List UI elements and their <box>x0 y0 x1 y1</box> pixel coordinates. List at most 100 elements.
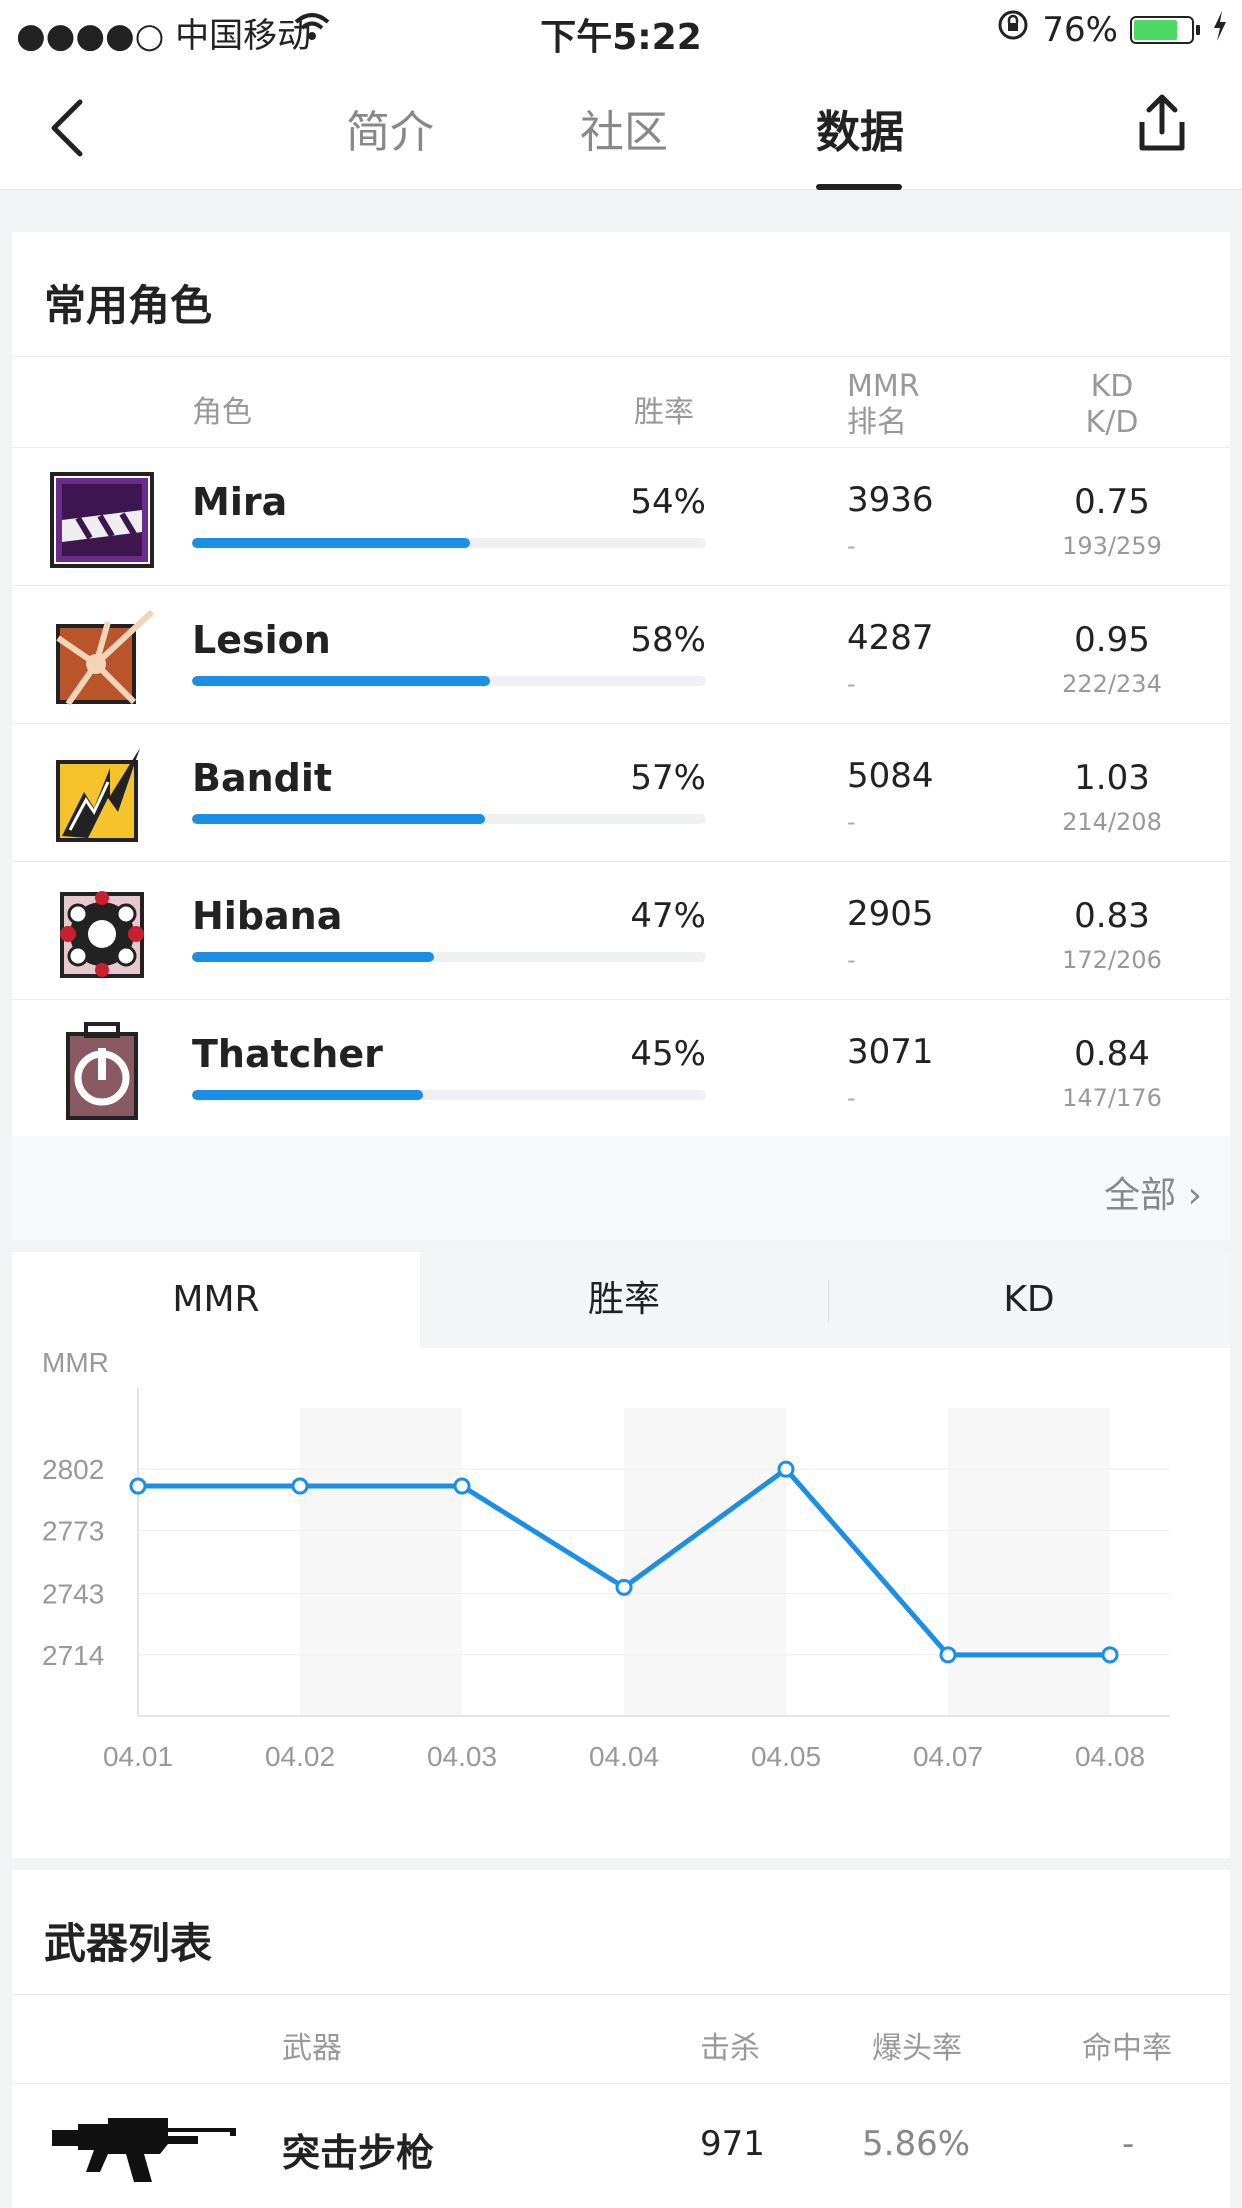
status-bar: ●●●●○ 中国移动 下午5:22 76% <box>0 0 1242 62</box>
chart-tab-winrate[interactable]: 胜率 <box>587 1279 660 1320</box>
chart-tab-mmr[interactable]: MMR <box>12 1252 420 1348</box>
role-kd-detail: 222/234 <box>1062 670 1162 698</box>
mmr-line-chart: 2802 2773 2743 2714 MMR 04.01 04.02 04.03 04.04 0… <box>42 1348 1170 1772</box>
y-tick-label: 2743 <box>42 1579 104 1610</box>
winrate-bar-fill <box>192 538 470 548</box>
role-mmr: 3936 <box>847 480 934 520</box>
chart-tabs: MMR 胜率 KD <box>12 1252 1230 1348</box>
winrate-bar <box>192 952 706 962</box>
header-accuracy: 命中率 <box>1082 2031 1172 2066</box>
weapons-card: 武器列表 武器 击杀 爆头率 命中率 突击步枪 971 5.86% - <box>12 1870 1230 2208</box>
clock: 下午5:22 <box>540 17 702 58</box>
weapon-name: 突击步枪 <box>282 2131 435 2175</box>
role-kd: 0.95 <box>1074 620 1150 660</box>
role-name: Hibana <box>192 894 343 938</box>
role-winrate: 58% <box>630 620 706 660</box>
role-kd-detail: 193/259 <box>1062 532 1162 560</box>
winrate-bar-fill <box>192 952 434 962</box>
x-tick-label: 04.01 <box>103 1741 173 1772</box>
role-row-lesion[interactable]: Lesion 58% 4287 - 0.95 222/234 <box>12 586 1230 724</box>
chart-tab-kd[interactable]: KD <box>1003 1279 1055 1320</box>
role-kd-detail: 172/206 <box>1062 946 1162 974</box>
role-row-bandit[interactable]: Bandit 57% 5084 - 1.03 214/208 <box>12 724 1230 862</box>
x-tick-label: 04.02 <box>265 1741 335 1772</box>
y-tick-label: 2714 <box>42 1640 104 1671</box>
winrate-bar <box>192 538 706 548</box>
data-point <box>291 1477 309 1495</box>
role-rank: - <box>847 808 856 836</box>
weapon-kills: 971 <box>700 2124 765 2164</box>
data-point <box>453 1477 471 1495</box>
chart-band <box>624 1408 786 1716</box>
carrier: ●●●●○ 中国移动 <box>16 16 312 56</box>
data-point <box>939 1646 957 1664</box>
view-all-link[interactable]: 全部 › <box>1104 1175 1202 1216</box>
data-point <box>777 1460 795 1478</box>
chart-band <box>948 1408 1110 1716</box>
role-name: Bandit <box>192 756 333 800</box>
header-mmr-line2: 排名 <box>847 405 907 440</box>
role-mmr: 3071 <box>847 1032 934 1072</box>
header-weapon: 武器 <box>282 2031 342 2066</box>
weapons-title: 武器列表 <box>44 1919 213 1968</box>
role-kd-detail: 147/176 <box>1062 1084 1162 1112</box>
trend-chart-card: MMR 胜率 KD 2802 2773 2743 2714 MMR 04.01 04.02 0… <box>12 1252 1230 1858</box>
back-arrow-icon[interactable] <box>40 92 100 162</box>
y-tick-label: 2802 <box>42 1454 104 1485</box>
winrate-bar <box>192 1090 706 1100</box>
bandit-icon <box>48 746 156 846</box>
share-icon[interactable] <box>1132 92 1192 156</box>
hibana-icon <box>48 884 156 984</box>
header-winrate: 胜率 <box>634 395 694 430</box>
role-row-hibana[interactable]: Hibana 47% 2905 - 0.83 172/206 <box>12 862 1230 1000</box>
winrate-bar <box>192 676 706 686</box>
header-role: 角色 <box>192 395 252 430</box>
role-winrate: 57% <box>630 758 706 798</box>
role-winrate: 45% <box>630 1034 706 1074</box>
x-tick-label: 04.05 <box>751 1741 821 1772</box>
y-tick-label: 2773 <box>42 1515 104 1546</box>
role-rank: - <box>847 946 856 974</box>
top-nav: 简介 社区 数据 <box>0 62 1242 190</box>
role-mmr: 2905 <box>847 894 934 934</box>
data-point <box>615 1578 633 1596</box>
tab-intro[interactable]: 简介 <box>346 107 434 158</box>
status-right: 76% <box>996 8 1228 51</box>
x-tick-label: 04.07 <box>913 1741 983 1772</box>
x-tick-label: 04.03 <box>427 1741 497 1772</box>
x-tick-label: 04.08 <box>1075 1741 1145 1772</box>
chart-tab-divider <box>828 1280 829 1322</box>
tab-data[interactable]: 数据 <box>816 107 904 158</box>
role-rank: - <box>847 532 856 560</box>
winrate-bar-fill <box>192 1090 424 1100</box>
header-kills: 击杀 <box>700 2031 760 2066</box>
lesion-icon <box>48 608 156 708</box>
header-kd-line1: KD <box>1090 369 1134 404</box>
role-name: Lesion <box>192 618 331 662</box>
chart-band <box>300 1408 462 1716</box>
weapon-headshot: 5.86% <box>862 2124 971 2164</box>
role-name: Mira <box>192 480 288 524</box>
weapons-table-header: 武器 击杀 爆头率 命中率 <box>12 1994 1230 2084</box>
weapon-row[interactable]: 突击步枪 971 5.86% - <box>12 2084 1230 2208</box>
role-row-mira[interactable]: Mira 54% 3936 - 0.75 193/259 <box>12 448 1230 586</box>
charging-icon <box>1212 10 1228 50</box>
mira-icon <box>48 470 156 570</box>
role-winrate: 47% <box>630 896 706 936</box>
y-axis-label: MMR <box>42 1348 109 1378</box>
roles-footer: 全部 › <box>12 1136 1230 1240</box>
role-kd-detail: 214/208 <box>1062 808 1162 836</box>
role-mmr: 5084 <box>847 756 934 796</box>
role-rank: - <box>847 1084 856 1112</box>
role-mmr: 4287 <box>847 618 934 658</box>
winrate-bar <box>192 814 706 824</box>
role-kd: 1.03 <box>1074 758 1150 798</box>
battery-icon <box>1130 15 1200 44</box>
header-kd-line2: K/D <box>1085 405 1139 440</box>
header-kd: KD K/D <box>1068 369 1156 441</box>
active-tab-indicator <box>816 184 902 190</box>
roles-title: 常用角色 <box>44 281 213 330</box>
role-row-thatcher[interactable]: Thatcher 45% 3071 - 0.84 147/176 <box>12 1000 1230 1138</box>
roles-table-header: 角色 胜率 MMR 排名 KD K/D <box>12 356 1230 448</box>
tab-community[interactable]: 社区 <box>580 107 668 158</box>
